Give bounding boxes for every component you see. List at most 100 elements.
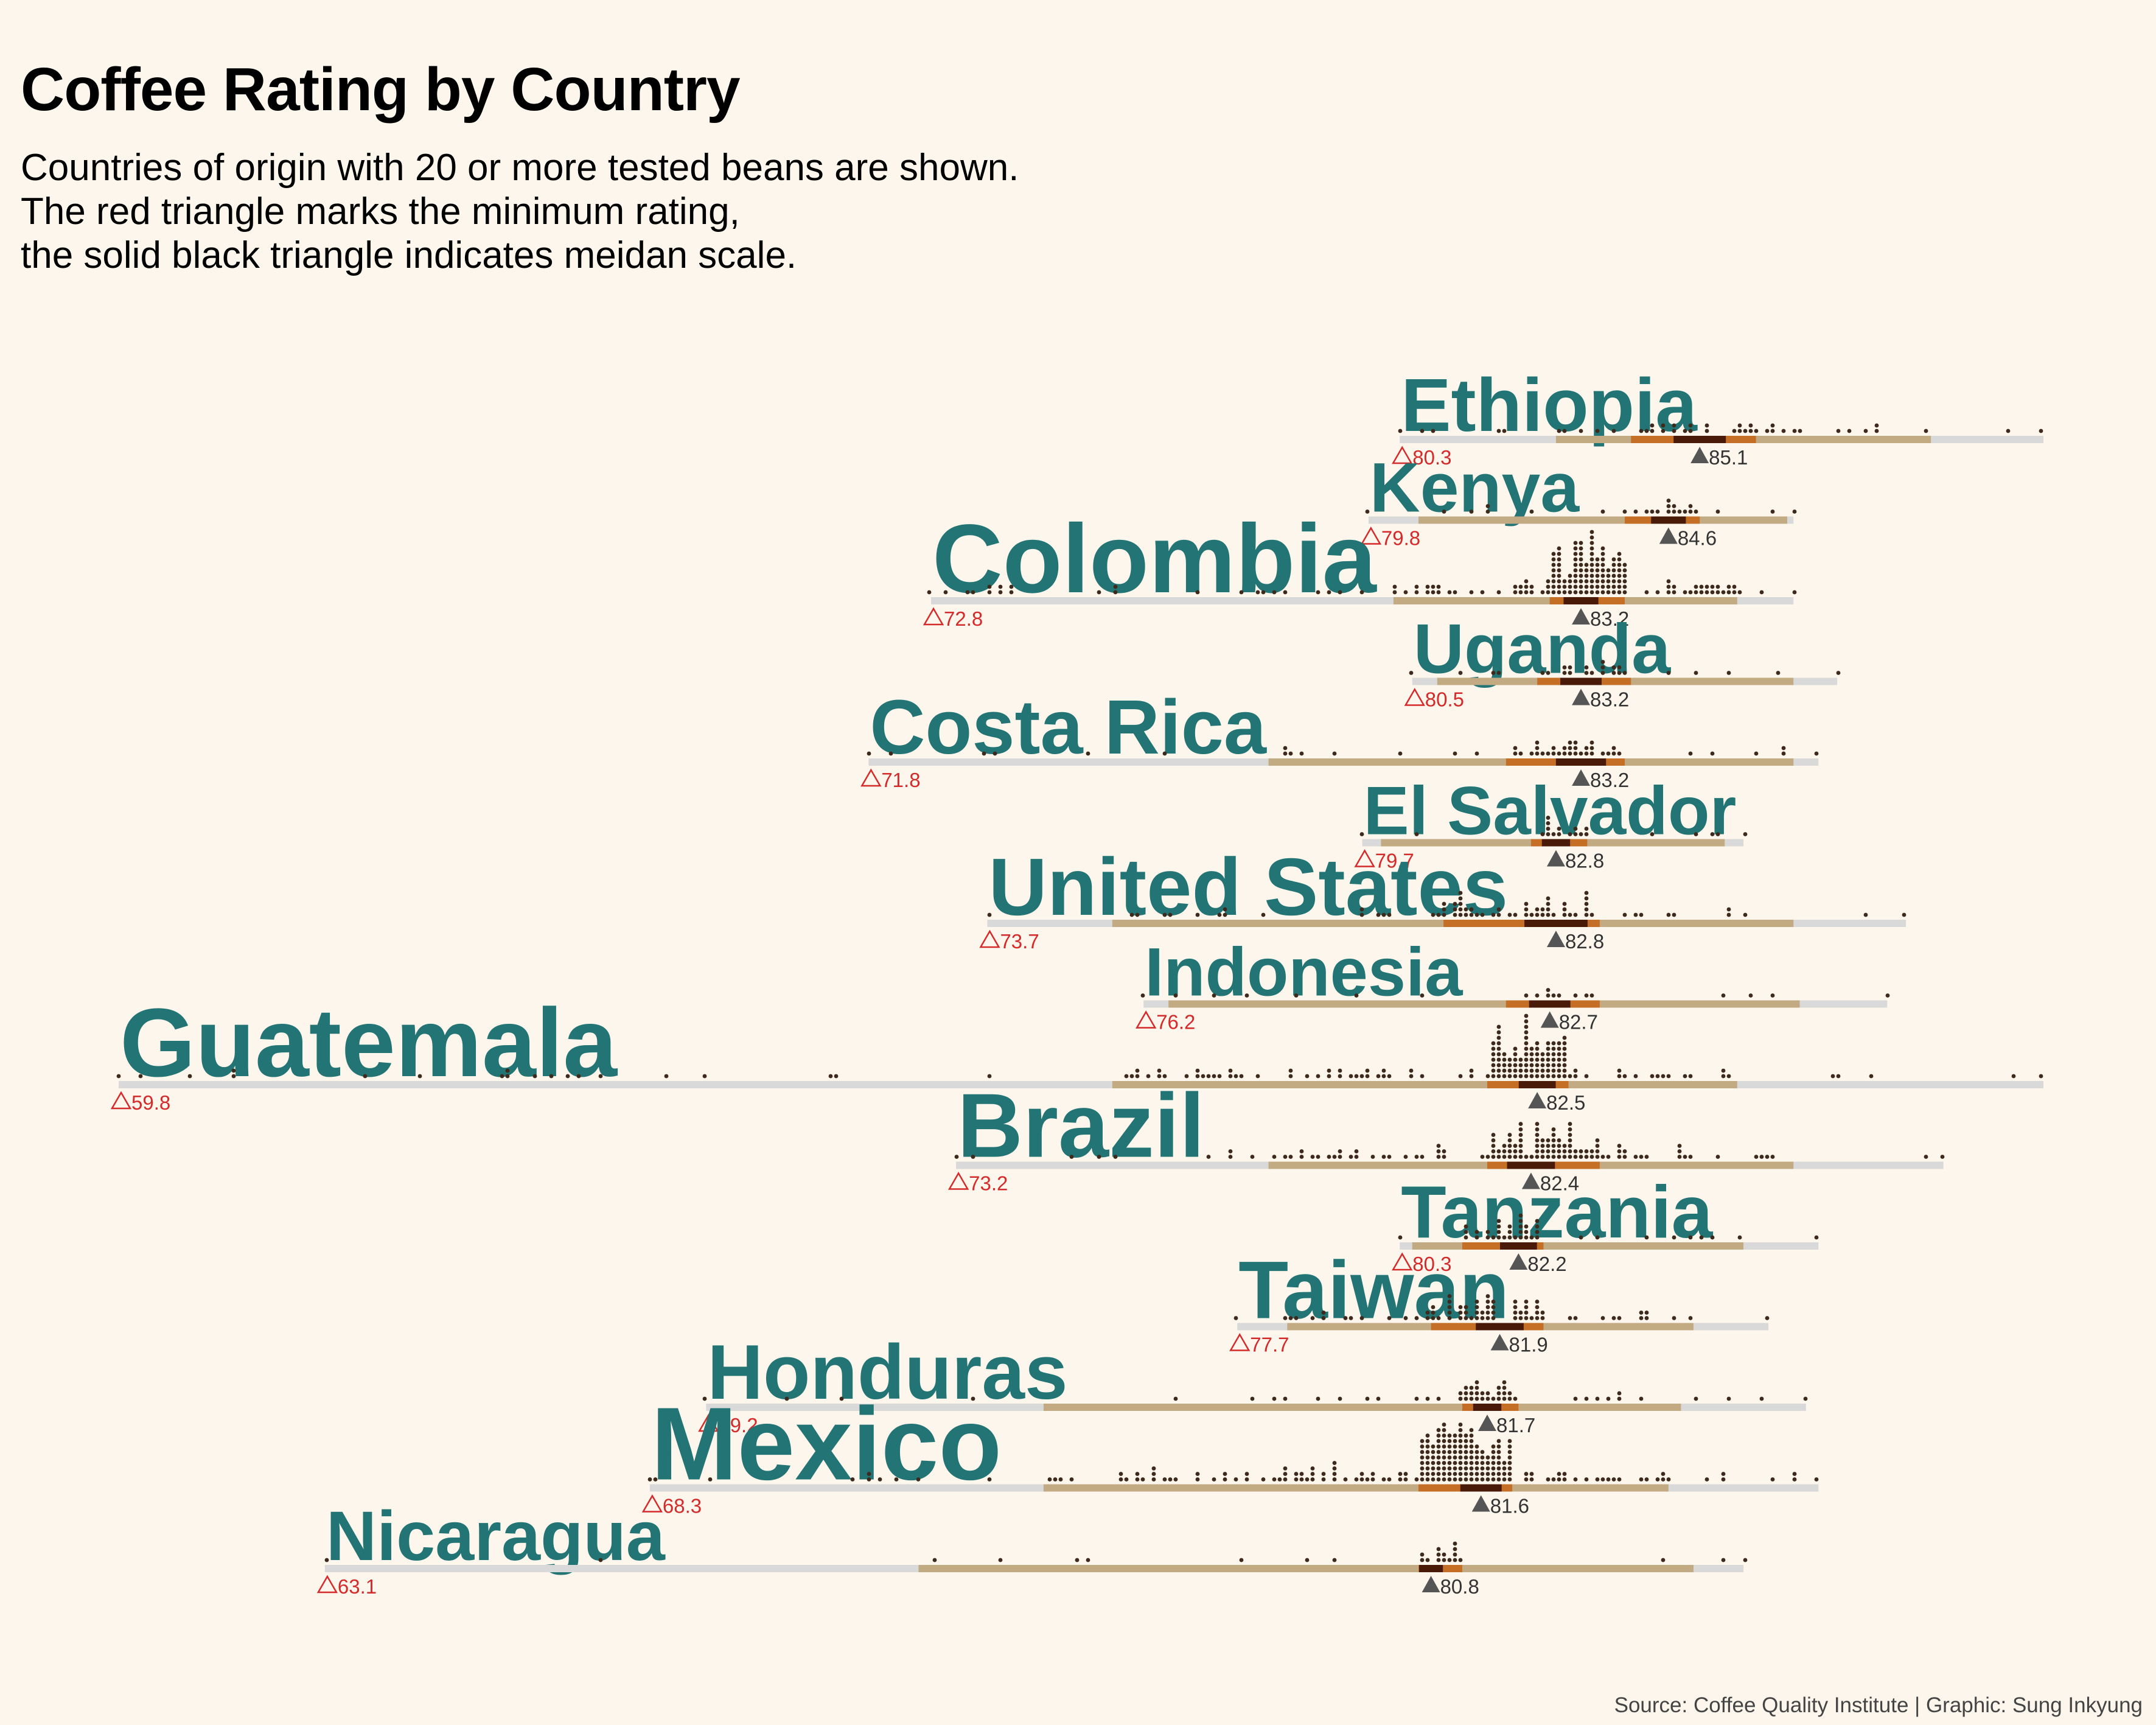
- min-value-label: 80.3: [1412, 446, 1451, 469]
- rating-dot: [1529, 1316, 1534, 1320]
- rating-dot: [1579, 1149, 1583, 1153]
- rating-dot: [1496, 1235, 1501, 1240]
- rating-dot: [1075, 1558, 1080, 1562]
- rating-dot: [1595, 429, 1600, 433]
- rating-dot: [1496, 1385, 1501, 1390]
- rating-dot: [1589, 530, 1594, 534]
- rating-dot: [1431, 1310, 1436, 1315]
- country-label: Uganda: [1414, 611, 1671, 688]
- rating-dot: [1584, 907, 1589, 912]
- rating-dot: [1469, 1391, 1474, 1396]
- min-value-label: 71.8: [881, 769, 920, 791]
- rating-dot: [1622, 579, 1627, 584]
- rating-dot: [1453, 1477, 1457, 1482]
- median-band-bar: [1507, 1161, 1555, 1169]
- rating-dot: [1316, 590, 1320, 595]
- rating-dot: [1496, 1439, 1501, 1443]
- rating-dot: [1135, 1068, 1140, 1073]
- rating-dot: [1688, 1074, 1693, 1079]
- rating-dot: [1458, 896, 1463, 901]
- rating-dot: [1058, 1477, 1063, 1482]
- rating-dot: [1535, 1219, 1540, 1223]
- rating-dot: [1447, 1455, 1452, 1460]
- rating-dot: [1568, 671, 1572, 675]
- rating-dot: [1540, 1149, 1545, 1153]
- min-value-label: 80.3: [1412, 1253, 1451, 1275]
- rating-dot: [1776, 671, 1781, 675]
- rating-dot: [1518, 1122, 1523, 1126]
- rating-dot: [1491, 1455, 1496, 1460]
- rating-dot: [1535, 751, 1540, 756]
- rating-dot: [1485, 504, 1490, 508]
- rating-dot: [1491, 1472, 1496, 1476]
- rating-dot: [1496, 1391, 1501, 1396]
- rating-dot: [1474, 1380, 1479, 1385]
- rating-dot: [1573, 1155, 1578, 1159]
- rating-dot: [1562, 901, 1567, 906]
- rating-dot: [1562, 1144, 1567, 1148]
- rating-dot: [1157, 1068, 1162, 1073]
- rating-dot: [1732, 590, 1737, 595]
- rating-dot: [1584, 671, 1589, 675]
- min-value-label: 77.7: [1250, 1334, 1289, 1356]
- rating-dot: [1562, 1035, 1567, 1040]
- rating-dot: [1781, 746, 1786, 751]
- rating-dot: [1535, 1041, 1540, 1046]
- rating-dot: [1584, 993, 1589, 998]
- rating-dot: [1502, 1380, 1507, 1385]
- rating-dot: [932, 1558, 937, 1562]
- rating-dot: [1338, 590, 1342, 595]
- rating-dot: [1458, 1466, 1463, 1471]
- rating-dot: [1529, 751, 1534, 756]
- rating-dot: [1496, 1455, 1501, 1460]
- rating-dot: [1524, 1235, 1529, 1240]
- rating-dot: [1453, 1439, 1457, 1443]
- rating-dot: [1354, 1074, 1359, 1079]
- rating-dot: [1595, 562, 1600, 567]
- rating-dot: [1502, 1396, 1507, 1401]
- rating-dot: [1617, 751, 1622, 756]
- rating-dot: [1113, 584, 1118, 589]
- rating-dot: [1600, 584, 1605, 589]
- rating-dot: [1502, 1074, 1507, 1079]
- chart-title: Coffee Rating by Country: [21, 55, 741, 124]
- rating-dot: [1513, 1316, 1518, 1320]
- rating-dot: [1431, 1450, 1436, 1454]
- rating-dot: [1606, 584, 1611, 589]
- rating-dot: [1348, 1074, 1353, 1079]
- rating-dot: [1201, 1074, 1205, 1079]
- rating-dot: [1562, 1052, 1567, 1057]
- rating-dot: [1535, 1310, 1540, 1315]
- rating-dot: [1600, 557, 1605, 562]
- rating-dot: [1573, 573, 1578, 578]
- rating-dot: [1491, 1310, 1496, 1315]
- rating-dot: [1086, 1558, 1090, 1562]
- rating-dot: [1507, 1461, 1512, 1465]
- rating-dot: [1546, 993, 1551, 998]
- rating-dot: [1491, 1063, 1496, 1068]
- rating-dot: [1699, 1235, 1704, 1240]
- rating-dot: [1518, 1213, 1523, 1218]
- rating-dot: [1453, 1547, 1457, 1552]
- rating-dot: [505, 1068, 510, 1073]
- rating-dot: [1469, 1472, 1474, 1476]
- rating-dot: [1661, 1472, 1666, 1476]
- rating-dot: [1606, 590, 1611, 595]
- rating-dot: [1568, 590, 1572, 595]
- rating-dot: [1611, 584, 1616, 589]
- rating-dot: [1617, 1074, 1622, 1079]
- rating-dot: [1666, 590, 1671, 595]
- rating-dot: [1688, 590, 1693, 595]
- rating-dot: [1113, 1155, 1118, 1159]
- rating-dot: [1579, 573, 1583, 578]
- rating-dot: [1310, 1472, 1315, 1476]
- rating-dot: [1595, 579, 1600, 584]
- rating-dot: [1688, 1155, 1693, 1159]
- rating-dot: [1540, 1052, 1545, 1057]
- rating-dot: [1316, 1074, 1320, 1079]
- median-marker-triangle: [1572, 608, 1591, 625]
- rating-dot: [1442, 1439, 1446, 1443]
